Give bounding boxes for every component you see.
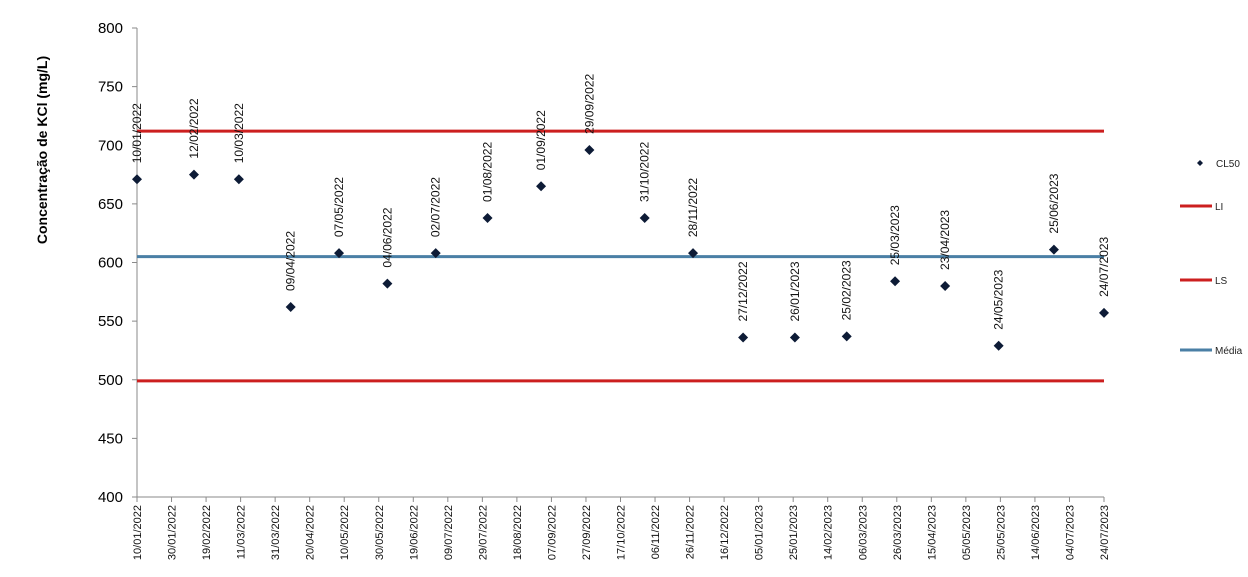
data-point [233, 174, 244, 185]
x-tick-label: 19/06/2022 [408, 505, 420, 560]
y-tick-label: 450 [98, 430, 123, 447]
x-tick-label: 31/03/2022 [270, 505, 282, 560]
data-label: 26/01/2023 [788, 261, 802, 321]
data-label: 07/05/2022 [332, 177, 346, 237]
data-label: 25/06/2023 [1047, 173, 1061, 233]
data-point [334, 248, 345, 259]
x-tick-label: 30/01/2022 [167, 505, 179, 560]
legend-marker-cl50 [1197, 160, 1203, 166]
data-point [940, 280, 951, 291]
data-label: 25/03/2023 [888, 205, 902, 265]
x-tick-label: 25/01/2023 [788, 505, 800, 560]
x-tick-label: 17/10/2022 [616, 505, 628, 560]
data-label: 31/10/2022 [638, 142, 652, 202]
data-label: 12/02/2022 [187, 98, 201, 158]
x-tick-label: 25/05/2023 [995, 505, 1007, 560]
data-label: 27/12/2022 [736, 261, 750, 321]
data-point [1048, 244, 1059, 255]
x-tick-label: 06/11/2022 [650, 505, 662, 559]
data-point [789, 332, 800, 343]
data-label: 04/06/2022 [380, 207, 394, 267]
data-point [285, 302, 296, 313]
data-label: 24/05/2023 [992, 269, 1006, 329]
x-tick-label: 30/05/2022 [374, 505, 386, 560]
x-tick-label: 29/07/2022 [477, 505, 489, 560]
legend-label-cl50: CL50 [1216, 159, 1240, 170]
data-label: 10/01/2022 [130, 103, 144, 163]
legend-label-ls: LS [1215, 276, 1228, 287]
y-tick-label: 750 [98, 79, 123, 96]
x-tick-label: 05/05/2023 [961, 505, 973, 560]
data-point [430, 248, 441, 259]
x-tick-label: 15/04/2023 [926, 505, 938, 560]
x-tick-label: 06/03/2023 [857, 505, 869, 560]
x-tick-label: 11/03/2022 [236, 505, 248, 559]
legend-label-li: LI [1215, 202, 1223, 213]
data-label: 25/02/2023 [840, 260, 854, 320]
y-tick-label: 650 [98, 196, 123, 213]
y-tick-label: 500 [98, 372, 123, 389]
data-point [738, 332, 749, 343]
data-point [382, 278, 393, 289]
y-tick-label: 600 [98, 255, 123, 272]
x-tick-label: 10/05/2022 [339, 505, 351, 560]
x-tick-label: 14/06/2023 [1030, 505, 1042, 560]
data-label: 02/07/2022 [429, 177, 443, 237]
data-label: 09/04/2022 [284, 231, 298, 291]
x-tick-label: 05/01/2023 [754, 505, 766, 560]
x-tick-label: 26/03/2023 [892, 505, 904, 560]
data-point [688, 248, 699, 259]
data-point [132, 174, 142, 185]
legend: CL50 LI LS Média [1180, 159, 1243, 357]
legend-label-media: Média [1215, 346, 1243, 357]
data-point [639, 212, 650, 223]
data-point [993, 340, 1004, 351]
data-point [841, 331, 852, 342]
x-tick-label: 07/09/2022 [546, 505, 558, 560]
axes: 400 450 500 550 600 650 700 750 800 10/01/2022 30/… [98, 20, 1111, 560]
y-tick-label: 800 [98, 20, 123, 37]
x-tick-label: 26/11/2022 [685, 505, 697, 559]
y-tick-label: 400 [98, 489, 123, 506]
data-point [1099, 307, 1109, 318]
y-tick-label: 700 [98, 137, 123, 154]
data-label: 23/04/2023 [938, 210, 952, 270]
data-label: 29/09/2022 [582, 74, 596, 134]
x-tick-label: 24/07/2023 [1099, 505, 1111, 560]
data-point [482, 212, 493, 223]
data-point [584, 144, 595, 155]
y-tick-label: 550 [98, 313, 123, 330]
data-label: 10/03/2022 [232, 103, 246, 163]
data-label: 01/09/2022 [534, 110, 548, 170]
x-tick-label: 18/08/2022 [512, 505, 524, 560]
data-label: 28/11/2022 [686, 178, 700, 237]
data-label: 24/07/2023 [1097, 237, 1111, 297]
data-point [188, 169, 199, 180]
data-points: 10/01/2022 12/02/2022 10/03/2022 09/04/2022… [130, 74, 1111, 351]
reference-lines [137, 129, 1104, 383]
x-tick-label: 20/04/2022 [305, 505, 317, 560]
x-tick-label: 27/09/2022 [581, 505, 593, 560]
data-point [536, 181, 547, 192]
x-tick-label: 09/07/2022 [443, 505, 455, 560]
x-tick-label: 19/02/2022 [201, 505, 213, 560]
x-tick-label: 14/02/2023 [823, 505, 835, 560]
y-axis-label: Concentração de KCl (mg/L) [34, 56, 50, 244]
x-tick-label: 16/12/2022 [719, 505, 731, 560]
data-point [890, 276, 901, 287]
x-tick-label: 10/01/2022 [132, 505, 144, 560]
data-label: 01/08/2022 [481, 142, 495, 202]
x-tick-label: 04/07/2023 [1064, 505, 1076, 560]
